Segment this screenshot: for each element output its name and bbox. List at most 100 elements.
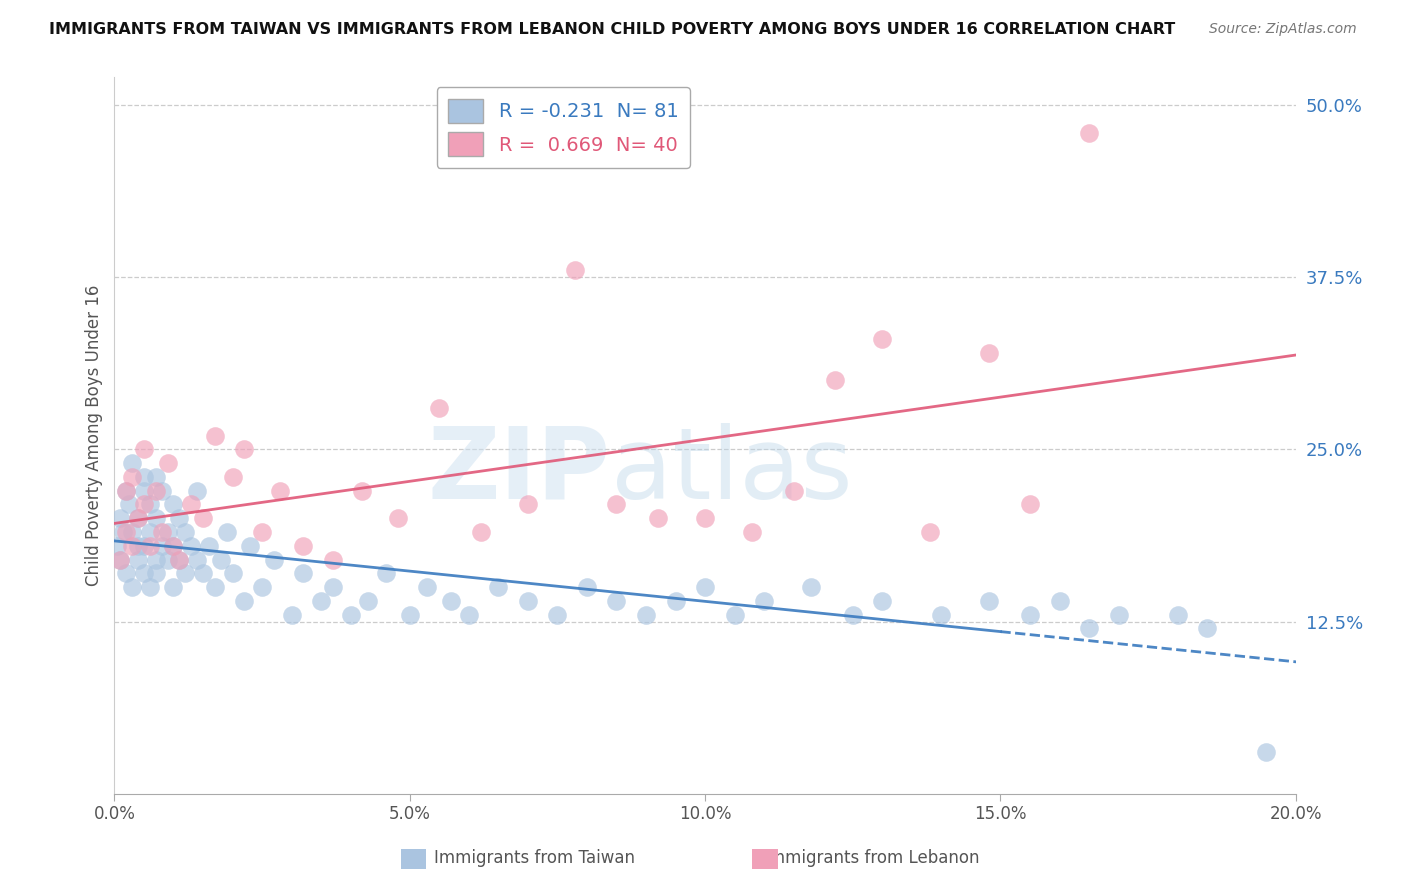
Legend: R = -0.231  N= 81, R =  0.669  N= 40: R = -0.231 N= 81, R = 0.669 N= 40 [436,87,690,168]
Point [215,524,238,539]
Point [121,539,143,553]
Point [634,607,657,622]
Point [186,552,208,566]
Point [440,594,463,608]
Point [1108,607,1130,622]
Point [357,594,380,608]
Point [180,497,202,511]
Point [127,511,149,525]
Point [110,552,132,566]
Point [754,594,776,608]
Text: Immigrants from Lebanon: Immigrants from Lebanon [763,849,980,867]
Point [977,346,1000,360]
Point [139,539,162,553]
Point [221,566,243,581]
Point [139,580,162,594]
Point [800,580,823,594]
Point [127,511,149,525]
Point [132,539,155,553]
Point [352,483,374,498]
Point [115,524,138,539]
Point [150,483,173,498]
Point [169,552,191,566]
Point [1078,126,1101,140]
Point [292,539,315,553]
Point [516,594,538,608]
Point [180,539,202,553]
Point [121,456,143,470]
Point [693,580,716,594]
Point [115,483,138,498]
Point [741,524,763,539]
Point [872,332,894,346]
Point [398,607,420,622]
Point [250,524,273,539]
Point [110,511,132,525]
Point [112,524,135,539]
Point [132,470,155,484]
Point [931,607,953,622]
Point [783,483,806,498]
Point [387,511,409,525]
Point [145,552,167,566]
Point [121,524,143,539]
Point [1167,607,1189,622]
Point [145,483,167,498]
Point [132,442,155,457]
Point [132,483,155,498]
Point [209,552,232,566]
Point [1019,497,1042,511]
Point [145,511,167,525]
Point [322,552,344,566]
Point [605,497,627,511]
Point [824,374,846,388]
Point [516,497,538,511]
Point [132,566,155,581]
Point [1019,607,1042,622]
Text: IMMIGRANTS FROM TAIWAN VS IMMIGRANTS FROM LEBANON CHILD POVERTY AMONG BOYS UNDER: IMMIGRANTS FROM TAIWAN VS IMMIGRANTS FRO… [49,22,1175,37]
Point [221,470,243,484]
Point [280,607,302,622]
Point [564,263,586,277]
Point [872,594,894,608]
Point [118,497,141,511]
Point [263,552,285,566]
Point [239,539,262,553]
Text: Source: ZipAtlas.com: Source: ZipAtlas.com [1209,22,1357,37]
Point [309,594,332,608]
Point [233,442,256,457]
Point [139,497,162,511]
Text: ZIP: ZIP [427,423,610,520]
Point [486,580,509,594]
Point [150,524,173,539]
Point [918,524,941,539]
Point [127,539,149,553]
Point [115,566,138,581]
Point [693,511,716,525]
Point [457,607,479,622]
Point [470,524,492,539]
Point [145,566,167,581]
Point [269,483,291,498]
Point [127,552,149,566]
Point [186,483,208,498]
Point [162,580,184,594]
Point [156,456,179,470]
Point [115,483,138,498]
Point [139,524,162,539]
Point [292,566,315,581]
Point [204,580,226,594]
Point [162,539,184,553]
Point [427,401,450,415]
Text: atlas: atlas [610,423,852,520]
Point [233,594,256,608]
Point [191,566,214,581]
Point [169,511,191,525]
Point [162,497,184,511]
Point [121,580,143,594]
Point [605,594,627,608]
Point [145,470,167,484]
Point [339,607,361,622]
Point [1049,594,1071,608]
Point [174,566,197,581]
